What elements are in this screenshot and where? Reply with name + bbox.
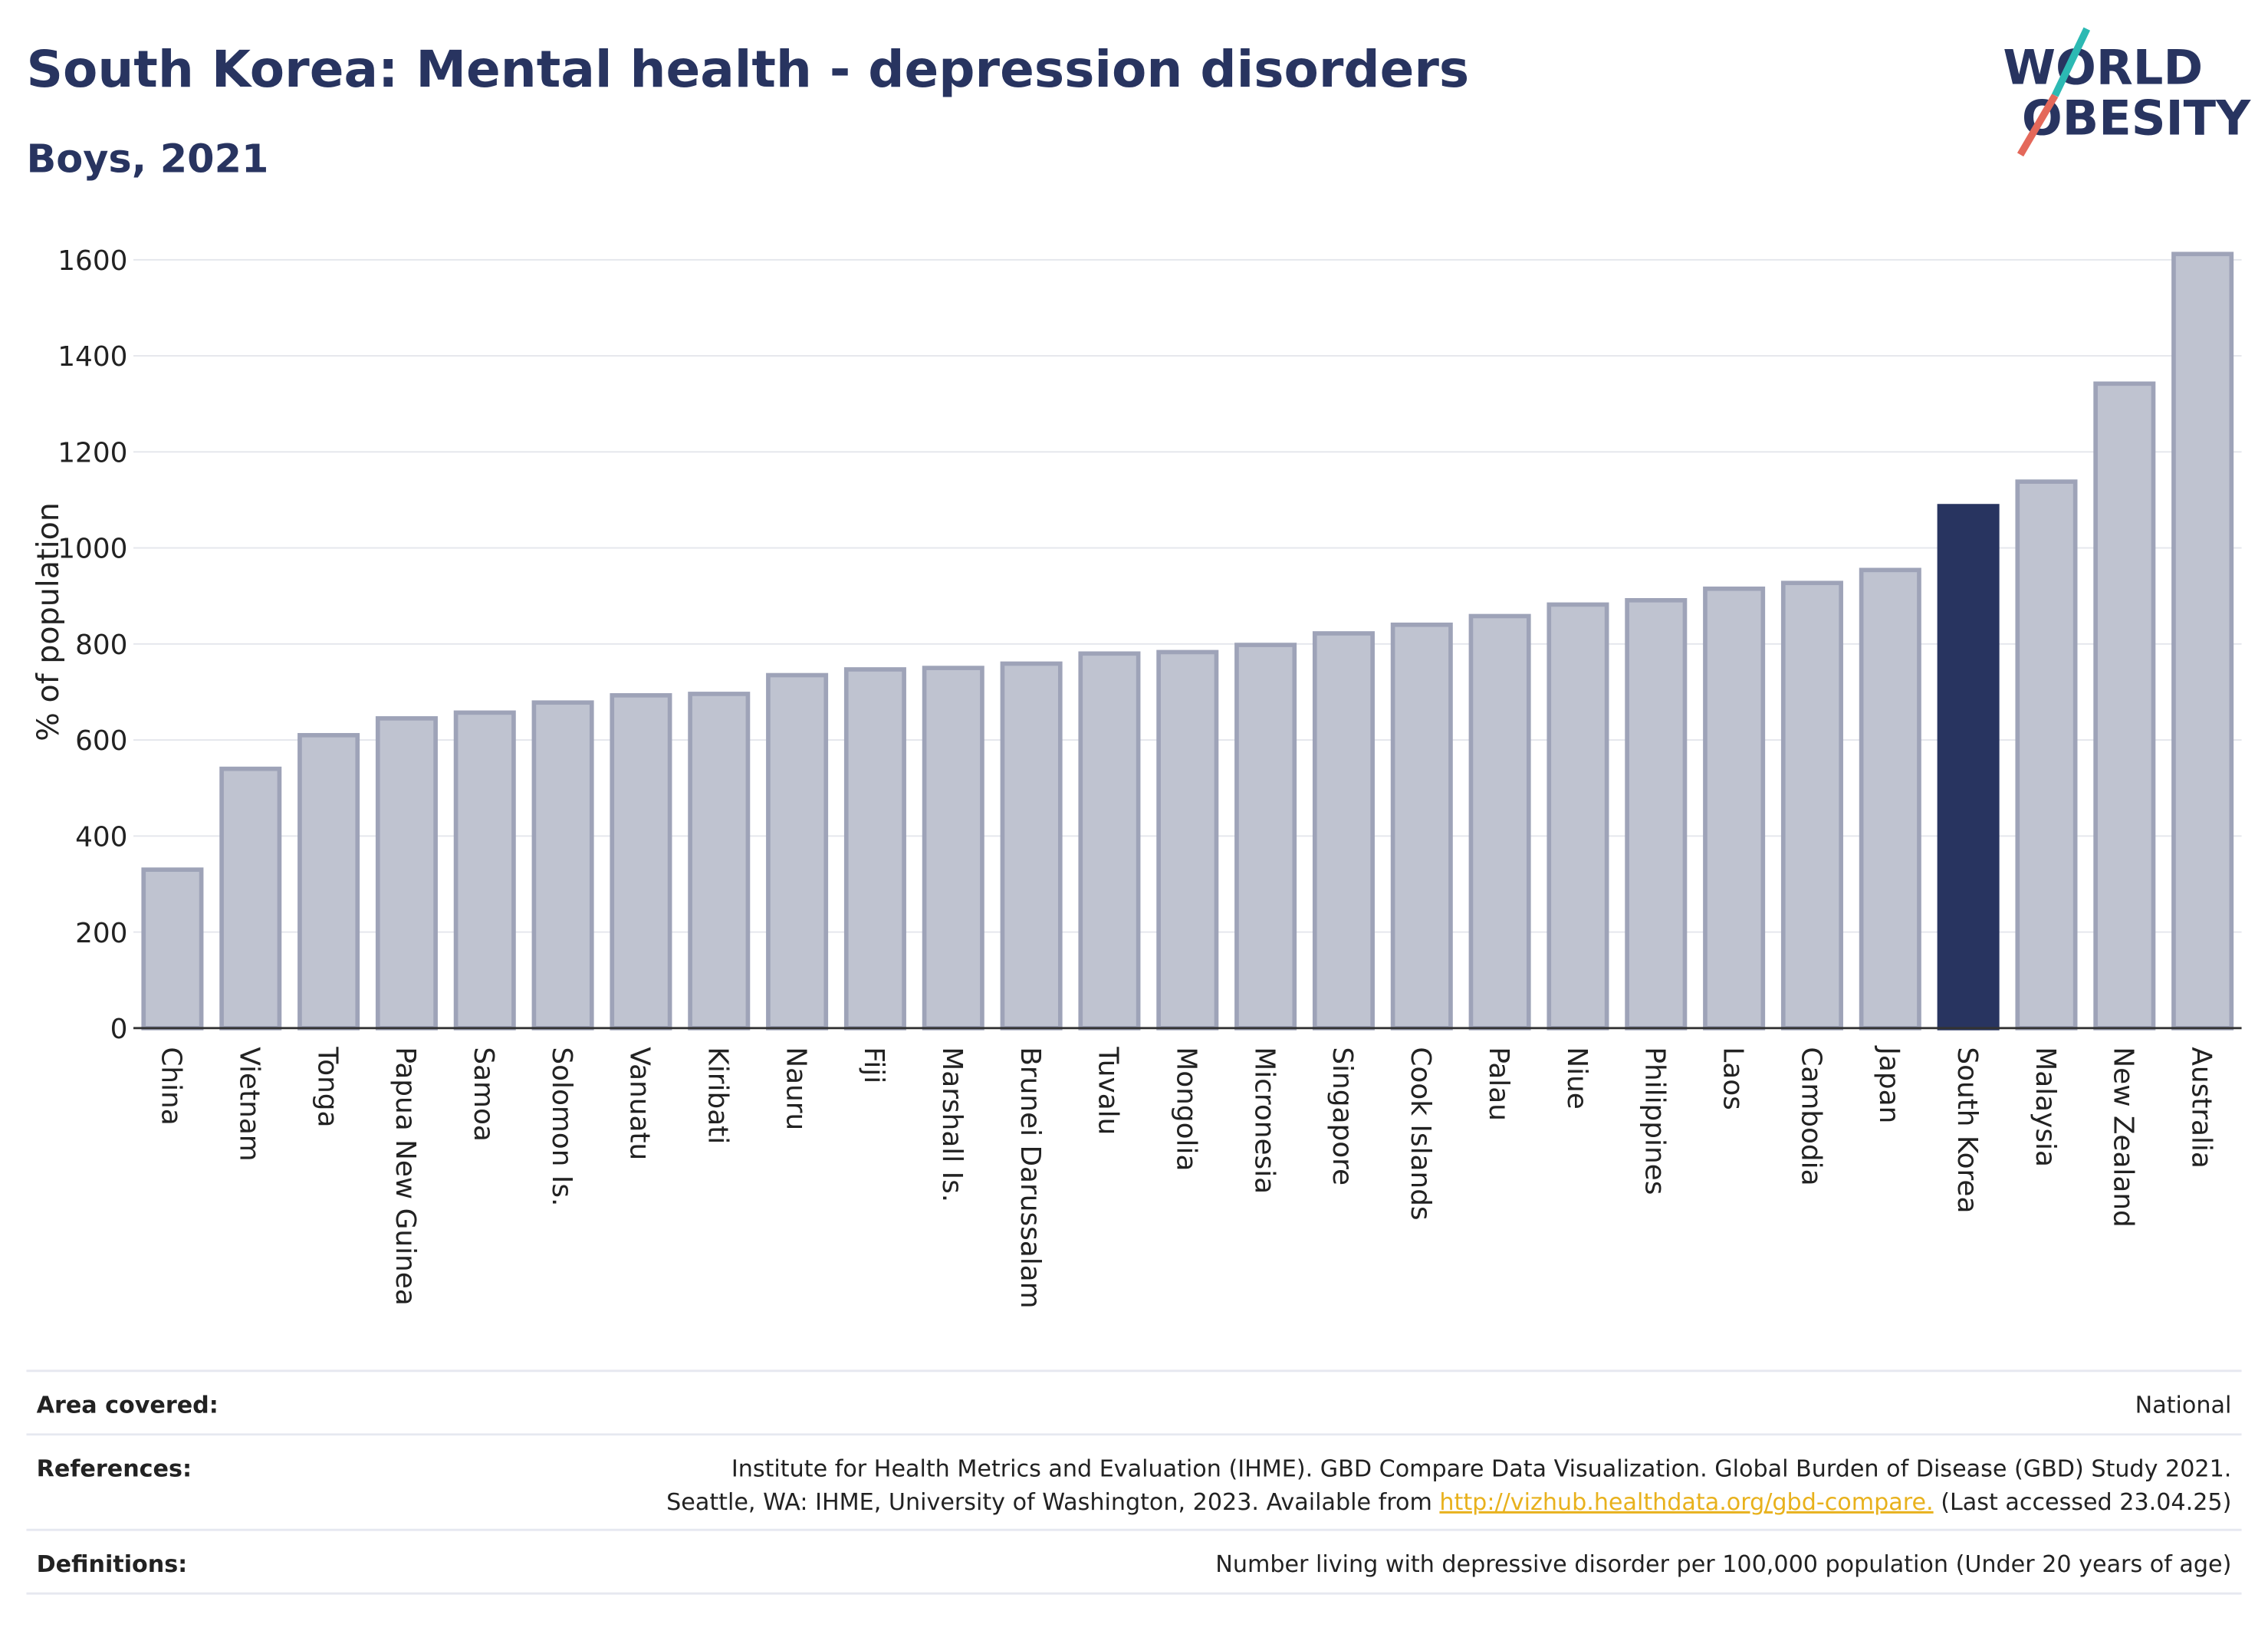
bar (1780, 580, 1843, 1031)
x-tick-label: Vietnam (234, 1047, 265, 1161)
bar (1937, 504, 2000, 1031)
x-tick-label: China (156, 1047, 187, 1125)
bar (1859, 567, 1921, 1031)
footer-label: Definitions: (37, 1551, 188, 1578)
x-tick-label: South Korea (1951, 1047, 1983, 1213)
x-tick-label: Cambodia (1795, 1047, 1826, 1185)
bar (1312, 631, 1375, 1031)
x-tick-label: Brunei Darussalam (1014, 1047, 1046, 1308)
footer-label: Area covered: (37, 1392, 219, 1419)
y-tick-label: 600 (75, 725, 127, 757)
x-tick-label: Japan (1873, 1045, 1905, 1123)
y-tick-label: 1200 (58, 437, 127, 469)
chart-title: South Korea: Mental health - depression … (26, 40, 1469, 99)
y-axis-label: % of population (31, 502, 66, 741)
chart-subtitle: Boys, 2021 (26, 136, 268, 182)
bar (1000, 661, 1063, 1031)
x-tick-label: Marshall Is. (936, 1047, 968, 1202)
bar (531, 700, 594, 1031)
x-tick-label: Papua New Guinea (390, 1047, 421, 1305)
x-tick-label: Nauru (780, 1047, 811, 1130)
reference-link[interactable]: http://vizhub.healthdata.org/gbd-compare… (1439, 1489, 1933, 1516)
bar (688, 692, 751, 1031)
x-tick-label: Fiji (858, 1047, 889, 1083)
bar (1468, 613, 1531, 1031)
y-tick-label: 1000 (58, 534, 127, 565)
x-tick-label: Australia (2185, 1047, 2217, 1168)
x-tick-label: Laos (1717, 1047, 1748, 1110)
bar (1390, 622, 1453, 1031)
logo-text: WORLD (2003, 39, 2203, 95)
y-tick-label: 0 (110, 1014, 128, 1045)
y-tick-label: 1400 (58, 341, 127, 373)
bar (1234, 643, 1297, 1031)
plot-area: 0 200 400 600 800 1000 1200 1400 1600 China Vietna… (58, 245, 2242, 1309)
footer-text: National (2135, 1392, 2232, 1419)
bar (922, 666, 984, 1031)
y-tick-label: 1600 (58, 245, 127, 277)
logo: WORLD OBESITY (2003, 27, 2251, 157)
x-tick-label: Palau (1483, 1047, 1514, 1121)
footer-text: Institute for Health Metrics and Evaluat… (731, 1455, 2231, 1482)
bar (1078, 651, 1141, 1031)
x-tick-label: Niue (1561, 1047, 1593, 1110)
bar (1703, 586, 1766, 1031)
x-tick-label: New Zealand (2108, 1047, 2139, 1227)
logo-text: OBESITY (2022, 90, 2251, 146)
x-tick-label: Kiribati (702, 1047, 734, 1144)
bar (2171, 252, 2234, 1031)
bar (1547, 602, 1609, 1031)
bar (1156, 649, 1219, 1031)
footer-text: Seattle, WA: IHME, University of Washing… (666, 1489, 2231, 1516)
bar (843, 667, 906, 1031)
x-tick-label: Samoa (468, 1047, 499, 1141)
footer-text-part: Seattle, WA: IHME, University of Washing… (666, 1489, 1439, 1516)
footer-text: Number living with depressive disorder p… (1215, 1551, 2231, 1578)
bar (2015, 479, 2078, 1031)
x-tick-label: Mongolia (1171, 1047, 1202, 1171)
footer: Area covered: National References: Institut… (26, 1369, 2242, 1595)
y-tick-label: 400 (75, 822, 127, 853)
x-tick-label: Vanuatu (624, 1047, 656, 1160)
x-tick-label: Singapore (1326, 1047, 1358, 1185)
x-tick-label: Cook Islands (1405, 1047, 1436, 1220)
x-tick-label: Micronesia (1248, 1047, 1280, 1194)
footer-text-part: Institute for Health Metrics and Evaluat… (731, 1455, 2231, 1482)
footer-text-part: (Last accessed 23.04.25) (1934, 1489, 2232, 1516)
bar (375, 716, 438, 1031)
bar (766, 672, 829, 1031)
x-tick-label: Tuvalu (1093, 1046, 1124, 1135)
footer-text-part: National (2135, 1392, 2232, 1419)
bar (453, 710, 516, 1031)
bar (1625, 597, 1688, 1031)
bar (297, 732, 360, 1031)
logo-slash (2052, 27, 2091, 97)
bar (2093, 381, 2156, 1031)
x-tick-label: Tonga (311, 1046, 343, 1127)
footer-text-part: Number living with depressive disorder p… (1215, 1551, 2231, 1578)
y-tick-label: 200 (75, 918, 127, 949)
x-tick-label: Solomon Is. (546, 1047, 577, 1206)
x-tick-label: Philippines (1639, 1047, 1671, 1195)
bar (610, 692, 672, 1031)
bar (141, 867, 204, 1031)
bar (219, 766, 282, 1031)
footer-label: References: (37, 1455, 192, 1482)
logo-slash (2017, 94, 2059, 157)
y-tick-label: 800 (75, 630, 127, 661)
x-tick-label: Malaysia (2030, 1047, 2061, 1167)
